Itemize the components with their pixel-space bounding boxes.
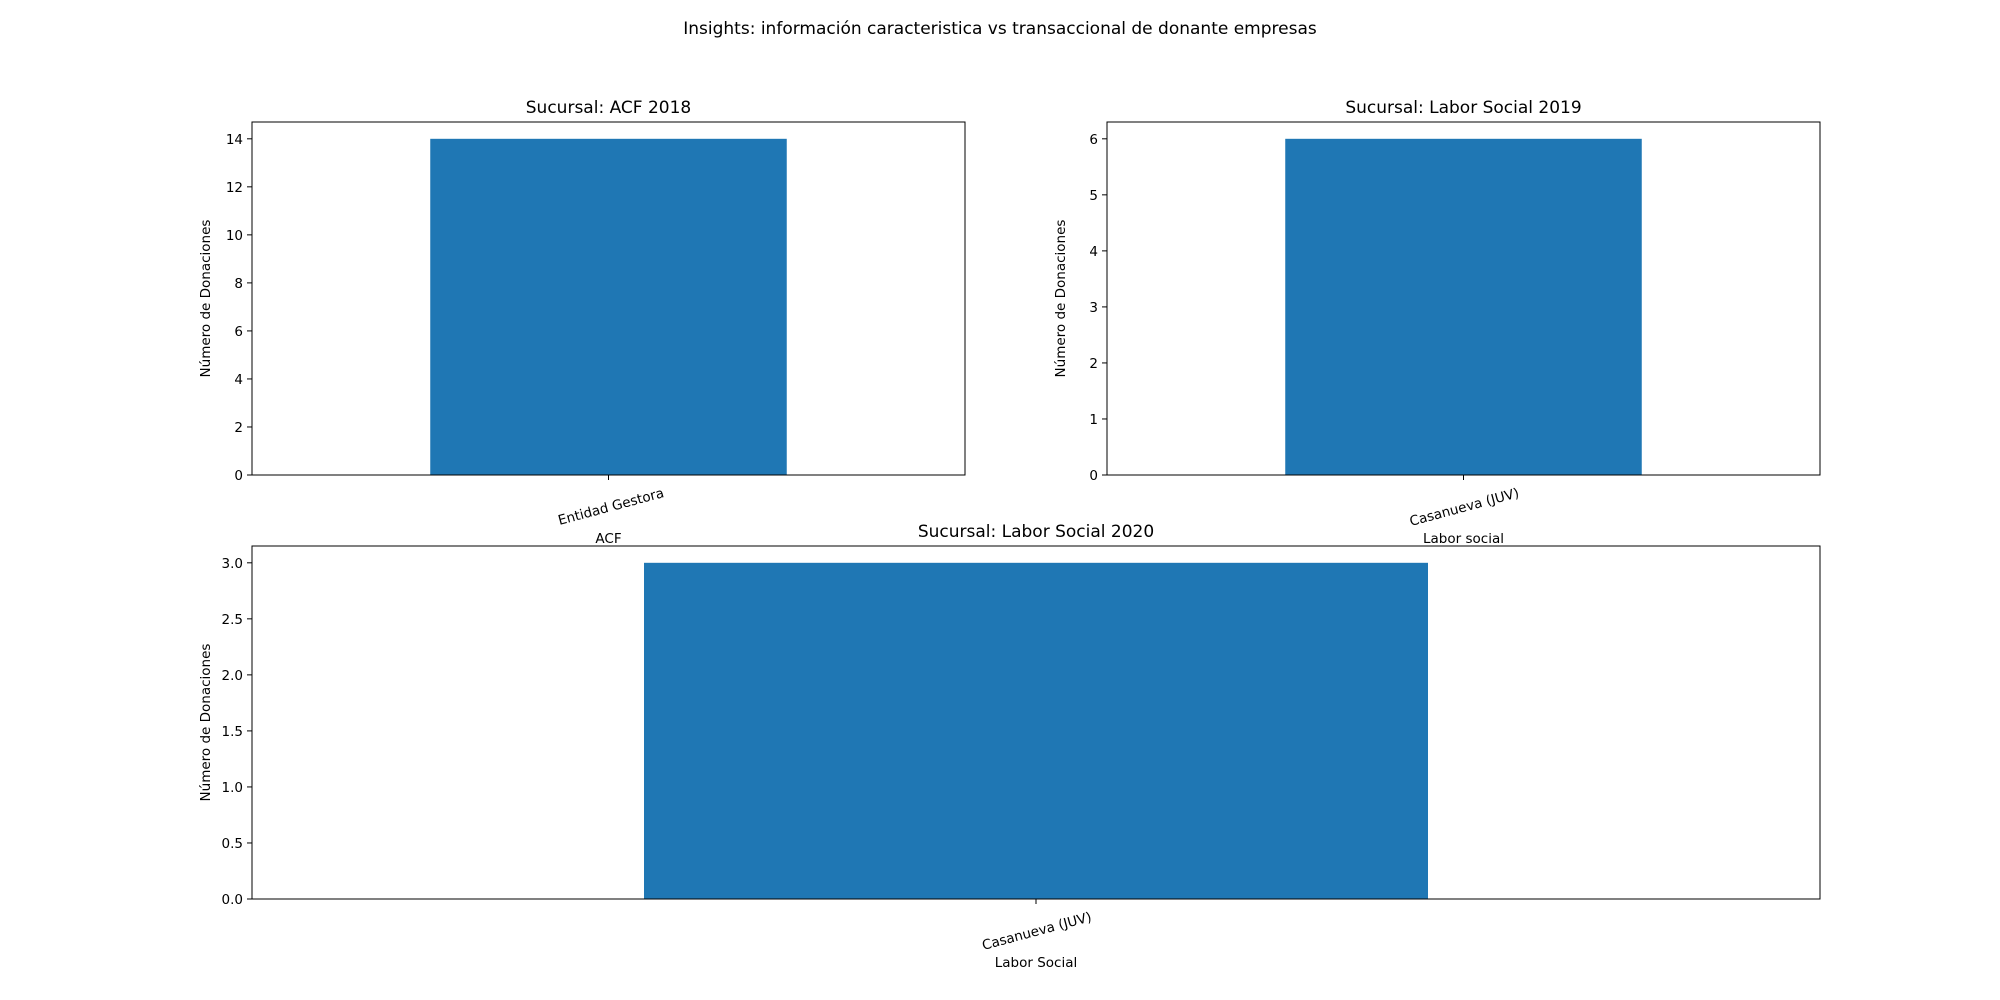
subplot-title: Sucursal: ACF 2018 [526,98,691,118]
ytick-label: 10 [226,228,243,244]
ytick-label: 2 [234,420,243,436]
ytick-label: 1.0 [222,780,243,796]
ytick-label: 12 [226,180,243,196]
x-axis-label: ACF [595,531,621,547]
ytick-label: 0.5 [222,836,243,852]
ytick-label: 0 [1089,468,1098,484]
x-axis-label: Labor social [1423,531,1504,547]
ytick-label: 3 [1089,300,1098,316]
ytick-label: 4 [234,372,243,388]
ytick-label: 8 [234,276,243,292]
bar-0 [644,562,1428,899]
y-axis-label: Número de Donaciones [198,644,214,802]
ytick-label: 0 [234,468,243,484]
bar-0 [430,138,787,476]
ytick-label: 2 [1089,356,1098,372]
ytick-label: 3.0 [222,556,243,572]
bar-0 [1285,138,1642,476]
figure-title: Insights: información caracteristica vs … [683,19,1317,39]
ytick-label: 0.0 [222,892,243,908]
y-axis-label: Número de Donaciones [1053,220,1069,378]
y-axis-label: Número de Donaciones [198,220,214,378]
subplot-title: Sucursal: Labor Social 2020 [918,522,1154,542]
ytick-label: 6 [234,324,243,340]
ytick-label: 2.5 [222,612,243,628]
ytick-label: 2.0 [222,668,243,684]
ytick-label: 1.5 [222,724,243,740]
subplot-title: Sucursal: Labor Social 2019 [1345,98,1581,118]
ytick-label: 4 [1089,244,1098,260]
ytick-label: 14 [226,132,243,148]
ytick-label: 6 [1089,132,1098,148]
x-axis-label: Labor Social [995,955,1078,971]
ytick-label: 5 [1089,188,1098,204]
ytick-label: 1 [1089,412,1098,428]
